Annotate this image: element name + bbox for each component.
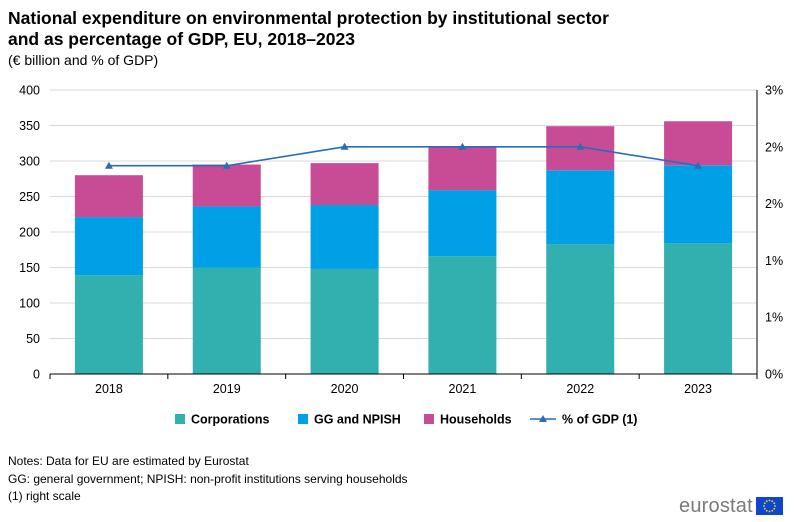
chart-title: National expenditure on environmental pr…: [8, 8, 609, 49]
gdp-point: [694, 161, 703, 169]
flag-star: [773, 507, 776, 510]
y-tick-label: 200: [19, 226, 40, 240]
y2-tick-label: 1%: [765, 254, 783, 268]
flag-star: [768, 510, 771, 513]
legend-label: Households: [440, 413, 512, 427]
y2-tick-label: 2%: [765, 197, 783, 211]
bar-households: [74, 175, 143, 218]
note-line: (1) right scale: [8, 489, 81, 503]
eu-flag-icon: [755, 497, 783, 515]
flag-star: [771, 500, 774, 503]
bar-gg-and-npish: [192, 206, 261, 268]
gdp-line: [108, 146, 699, 167]
flag-star: [765, 500, 768, 503]
gdp-point: [458, 142, 467, 150]
y2-tick-label: 2%: [765, 140, 783, 154]
bar-households: [428, 146, 497, 191]
brand-name: eurostat: [679, 494, 753, 517]
y-tick-label: 400: [19, 84, 40, 98]
bar-gg-and-npish: [310, 205, 379, 269]
y-tick-label: 150: [19, 261, 40, 275]
y-tick-label: 350: [19, 119, 40, 133]
flag-star: [773, 505, 776, 507]
x-tick-label: 2020: [331, 382, 359, 396]
notes: Notes: Data for EU are estimated by Euro…: [8, 453, 408, 506]
bar-households: [310, 163, 379, 206]
bar-corporations: [310, 268, 379, 374]
legend-marker: [539, 415, 547, 422]
bar-gg-and-npish: [546, 170, 615, 245]
flag-star: [768, 499, 771, 502]
gdp-point: [576, 142, 585, 150]
x-tick-label: 2021: [449, 382, 477, 396]
x-tick-label: 2018: [95, 382, 123, 396]
legend-swatch: [175, 414, 185, 424]
y-tick-label: 0: [33, 368, 40, 382]
chart-subtitle: (€ billion and % of GDP): [8, 52, 159, 68]
x-tick-label: 2023: [684, 382, 712, 396]
bar-corporations: [664, 243, 733, 374]
note-line: Notes: Data for EU are estimated by Euro…: [8, 454, 249, 468]
y-tick-label: 100: [19, 297, 40, 311]
legend-label: Corporations: [191, 413, 270, 427]
chart-svg: 0 50 100 150 200 250 300 350 400 0% 1% 1% 2% 2% 3% 2018…: [19, 84, 783, 427]
y-tick-label: 250: [19, 190, 40, 204]
bar-corporations: [74, 275, 143, 374]
bar-corporations: [192, 267, 261, 374]
legend-swatch: [298, 414, 308, 424]
y2-tick-label: 1%: [765, 311, 783, 325]
bar-corporations: [546, 244, 615, 374]
gdp-point: [104, 161, 113, 169]
x-tick-label: 2019: [213, 382, 241, 396]
y-tick-label: 300: [19, 155, 40, 169]
y2-tick-label: 0%: [765, 368, 783, 382]
x-tick-label: 2022: [566, 382, 594, 396]
bar-gg-and-npish: [664, 165, 733, 244]
note-line: GG: general government; NPISH: non-profi…: [8, 471, 408, 486]
legend-label: % of GDP (1): [562, 413, 637, 427]
flag-star: [763, 507, 766, 510]
gdp-point: [222, 161, 231, 169]
flag-star: [765, 509, 768, 512]
legend-label: GG and NPISH: [314, 413, 401, 427]
eurostat-logo: eurostat: [679, 494, 783, 517]
bar-households: [664, 121, 733, 166]
bar-corporations: [428, 256, 497, 374]
y-tick-label: 50: [26, 332, 40, 346]
bar-gg-and-npish: [428, 190, 497, 257]
bar-gg-and-npish: [74, 217, 143, 276]
bar-households: [192, 164, 261, 207]
flag-star: [762, 505, 765, 507]
legend-swatch: [424, 414, 434, 424]
flag-star: [773, 502, 776, 505]
flag-star: [763, 502, 766, 505]
flag-star: [771, 509, 774, 512]
y2-tick-label: 3%: [765, 84, 783, 98]
gdp-point: [340, 142, 349, 150]
